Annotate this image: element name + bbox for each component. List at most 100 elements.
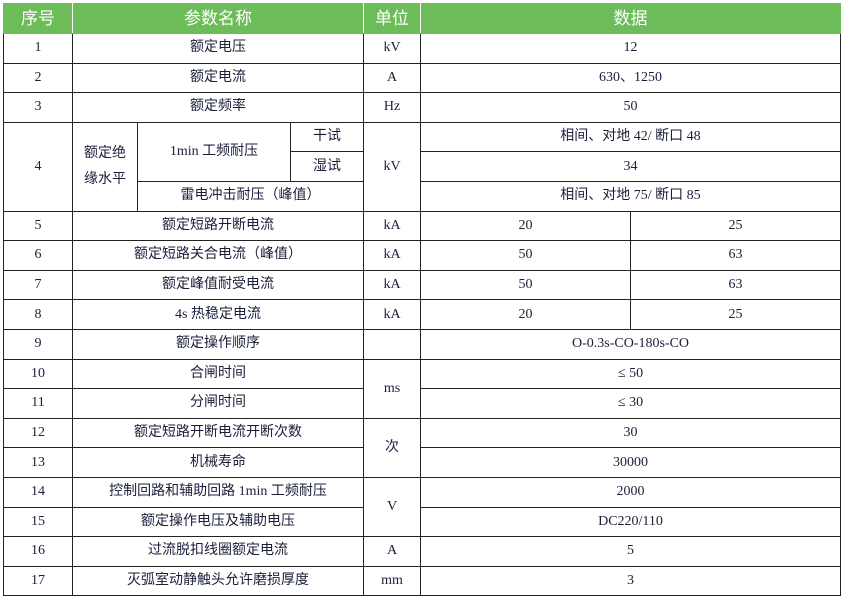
name-cell: 额定操作顺序 — [72, 328, 364, 360]
table-row: 湿试 34 — [4, 151, 841, 182]
name-cell: 机械寿命 — [72, 447, 364, 478]
value-cell: 20 — [420, 210, 631, 242]
name-cell: 额定峰值耐受电流 — [72, 269, 364, 301]
unit-cell: kV — [363, 33, 421, 64]
value-cell: 30000 — [420, 447, 841, 478]
value-cell: 5 — [420, 536, 841, 567]
name-cell: 灭弧室动静触头允许磨损厚度 — [72, 565, 364, 597]
unit-cell: kV — [363, 121, 421, 212]
dry-test-cell: 干试 — [290, 121, 364, 153]
unit-cell: V — [363, 476, 421, 538]
seq-cell: 8 — [3, 299, 73, 330]
seq-cell: 7 — [3, 269, 73, 301]
header-seq: 序号 — [3, 3, 73, 34]
value-cell: 相间、对地 42/ 断口 48 — [420, 121, 841, 153]
value-cell: 50 — [420, 92, 841, 123]
table-row: 3 额定频率 Hz 50 — [3, 92, 841, 123]
name-cell: 分闸时间 — [72, 388, 364, 419]
unit-cell: Hz — [363, 92, 421, 123]
value-cell: 630、1250 — [420, 62, 841, 94]
lightning-cell: 雷电冲击耐压（峰值） — [137, 180, 364, 212]
value-cell: 12 — [420, 33, 841, 64]
table-row: 9 额定操作顺序 O-0.3s-CO-180s-CO — [3, 328, 841, 360]
unit-cell: A — [363, 62, 421, 94]
seq-cell: 16 — [3, 536, 73, 567]
value-cell: 50 — [420, 240, 631, 271]
value-cell: 3 — [420, 565, 841, 597]
table-row: 11 分闸时间 ≤ 30 — [3, 388, 841, 419]
name-cell: 额定电流 — [72, 62, 364, 94]
table-row: 13 机械寿命 30000 — [3, 447, 841, 478]
seq-cell: 11 — [3, 388, 73, 419]
value-cell: O-0.3s-CO-180s-CO — [420, 328, 841, 360]
unit-cell: kA — [363, 299, 421, 330]
value-cell: 25 — [630, 299, 841, 330]
unit-cell: mm — [363, 565, 421, 597]
seq-cell: 4 — [3, 121, 73, 212]
unit-cell: ms — [363, 358, 421, 419]
value-cell: 25 — [630, 210, 841, 242]
value-cell: 34 — [420, 151, 841, 182]
unit-cell: kA — [363, 210, 421, 242]
name-cell: 额定操作电压及辅助电压 — [72, 506, 364, 538]
name-cell: 额定电压 — [72, 33, 364, 64]
seq-cell: 9 — [3, 328, 73, 360]
seq-cell: 2 — [3, 62, 73, 94]
value-cell: 63 — [630, 269, 841, 301]
name-cell: 额定频率 — [72, 92, 364, 123]
seq-cell: 1 — [3, 33, 73, 64]
header-name: 参数名称 — [72, 3, 364, 34]
name-cell: 过流脱扣线圈额定电流 — [72, 536, 364, 567]
table-row: 7 额定峰值耐受电流 kA 50 63 — [3, 269, 841, 301]
table-row: 16 过流脱扣线圈额定电流 A 5 — [3, 536, 841, 567]
header-unit: 单位 — [363, 3, 421, 34]
header-row: 序号 参数名称 单位 数据 — [3, 3, 841, 34]
name-cell: 控制回路和辅助回路 1min 工频耐压 — [72, 476, 364, 508]
seq-cell: 15 — [3, 506, 73, 538]
seq-cell: 13 — [3, 447, 73, 478]
value-cell: 50 — [420, 269, 631, 301]
seq-cell: 5 — [3, 210, 73, 242]
table-row: 8 4s 热稳定电流 kA 20 25 — [3, 299, 841, 330]
table-row: 14 控制回路和辅助回路 1min 工频耐压 V 2000 — [3, 476, 841, 538]
seq-cell: 14 — [3, 476, 73, 508]
unit-cell: kA — [363, 240, 421, 271]
sub-cell: 1min 工频耐压 — [137, 121, 291, 182]
unit-cell: 次 — [363, 417, 421, 478]
table-row: 雷电冲击耐压（峰值） 相间、对地 75/ 断口 85 — [4, 180, 841, 212]
value-cell: 30 — [420, 417, 841, 449]
name-cell: 4s 热稳定电流 — [72, 299, 364, 330]
wet-test-cell: 湿试 — [290, 151, 364, 182]
seq-cell: 10 — [3, 358, 73, 390]
table-row: 17 灭弧室动静触头允许磨损厚度 mm 3 — [3, 565, 841, 597]
value-cell: 相间、对地 75/ 断口 85 — [420, 180, 841, 212]
seq-cell: 6 — [3, 240, 73, 271]
value-cell: ≤ 30 — [420, 388, 841, 419]
name-cell: 额定短路关合电流（峰值） — [72, 240, 364, 271]
seq-cell: 3 — [3, 92, 73, 123]
table-row: 2 额定电流 A 630、1250 — [3, 62, 841, 94]
table-row: 5 额定短路开断电流 kA 20 25 — [3, 210, 841, 242]
value-cell: ≤ 50 — [420, 358, 841, 390]
table-row: 4 额定绝缘水平 1min 工频耐压 干试 kV 相间、对地 42/ 断口 48 — [3, 121, 841, 212]
table-row: 1 额定电压 kV 12 — [3, 33, 841, 64]
value-cell: DC220/110 — [420, 506, 841, 538]
table-row: 10 合闸时间 ms ≤ 50 — [3, 358, 841, 419]
header-data: 数据 — [420, 3, 841, 34]
group-cell: 额定绝缘水平 — [72, 121, 138, 212]
unit-cell — [363, 328, 421, 360]
seq-cell: 12 — [3, 417, 73, 449]
unit-cell: kA — [363, 269, 421, 301]
unit-cell: A — [363, 536, 421, 567]
parameter-table: 序号 参数名称 单位 数据 1 额定电压 kV 12 2 额定电流 A 630、1250 3… — [3, 3, 841, 597]
value-cell: 2000 — [420, 476, 841, 508]
value-cell: 20 — [420, 299, 631, 330]
seq-cell: 17 — [3, 565, 73, 597]
table-row: 12 额定短路开断电流开断次数次 30 — [3, 417, 841, 478]
value-cell: 63 — [630, 240, 841, 271]
name-cell: 额定短路开断电流 — [72, 210, 364, 242]
table-row: 15 额定操作电压及辅助电压 DC220/110 — [3, 506, 841, 538]
name-cell: 合闸时间 — [72, 358, 364, 390]
table-row: 6 额定短路关合电流（峰值） kA 50 63 — [3, 240, 841, 271]
name-cell: 额定短路开断电流开断次数 — [72, 417, 364, 449]
